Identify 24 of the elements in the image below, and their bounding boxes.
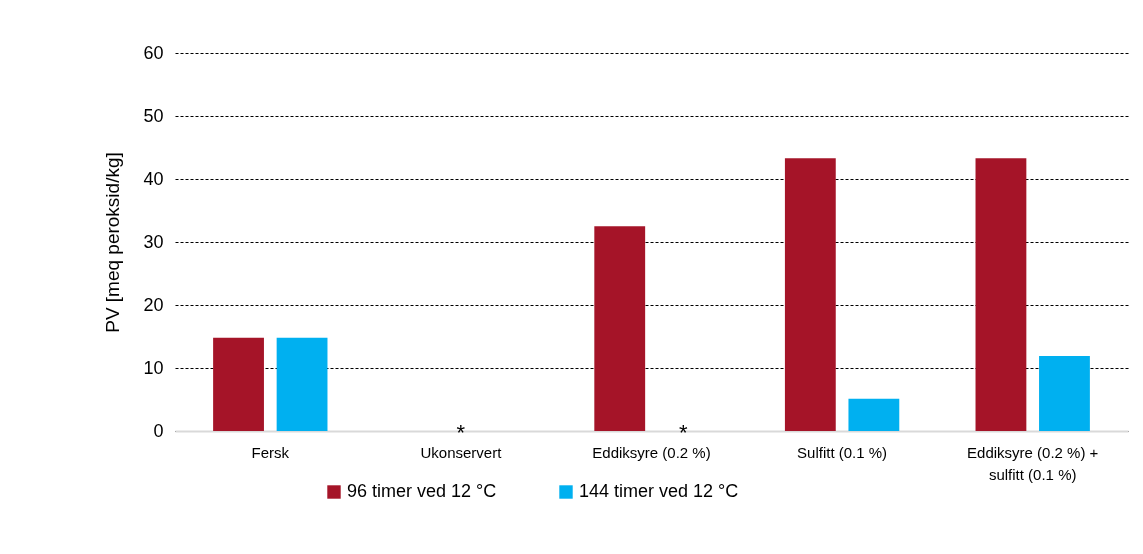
y-tick-label: 50 <box>143 105 164 126</box>
bar <box>848 398 900 431</box>
x-tick-label: Ukonservert <box>420 443 503 461</box>
legend-label: 96 timer ved 12 °C <box>347 481 497 501</box>
legend-label: 144 timer ved 12 °C <box>579 481 739 501</box>
y-tick-label: 10 <box>143 357 164 378</box>
bar <box>784 158 836 431</box>
y-tick-label: 20 <box>143 294 164 315</box>
y-tick-label: 30 <box>143 231 164 252</box>
x-tick-label: Sulfitt (0.1 %) <box>797 443 888 461</box>
x-tick-label: Eddiksyre (0.2 %) <box>592 443 711 461</box>
bar <box>276 337 328 431</box>
x-tick-label: Fersk <box>251 443 290 461</box>
y-tick-label: 40 <box>143 168 164 189</box>
bar <box>1039 356 1090 431</box>
annotation: * <box>456 420 466 445</box>
annotation: * <box>678 420 688 445</box>
bar <box>213 337 264 431</box>
y-axis-title: PV [meq peroksid/kg] <box>102 152 124 333</box>
bar <box>594 226 646 431</box>
y-tick-label: 60 <box>143 42 164 63</box>
bar <box>975 158 1027 431</box>
x-tick-label: Eddiksyre (0.2 %) + sulfitt (0.1 %) <box>967 443 1099 483</box>
y-tick-label: 0 <box>153 420 164 441</box>
